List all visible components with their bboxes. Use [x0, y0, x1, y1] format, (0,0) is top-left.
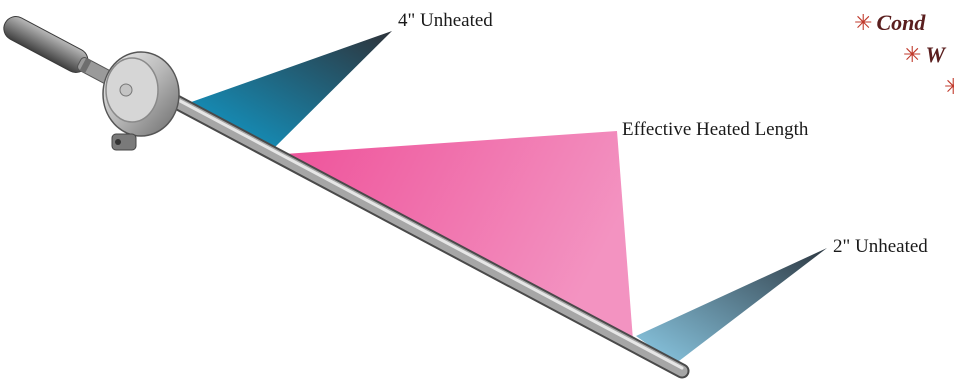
- asterisk-icon: ✳: [944, 74, 954, 99]
- asterisk-icon: ✳: [854, 10, 872, 35]
- feature-bullet-2: ✳ W: [903, 42, 945, 68]
- feature-text-1: Cond: [876, 10, 925, 35]
- label-2in-unheated: 2" Unheated: [833, 236, 928, 258]
- asterisk-icon: ✳: [903, 42, 921, 67]
- handle: [0, 12, 117, 90]
- connector-head: [103, 52, 179, 150]
- feature-text-2: W: [925, 42, 945, 67]
- feature-bullet-1: ✳ Cond: [854, 10, 925, 36]
- label-4in-unheated: 4" Unheated: [398, 10, 493, 32]
- label-effective-heated-length: Effective Heated Length: [622, 119, 808, 141]
- feature-bullet-3: ✳: [944, 74, 954, 100]
- bottom-unheated-wedge: [636, 248, 827, 364]
- top-unheated-wedge: [180, 31, 392, 152]
